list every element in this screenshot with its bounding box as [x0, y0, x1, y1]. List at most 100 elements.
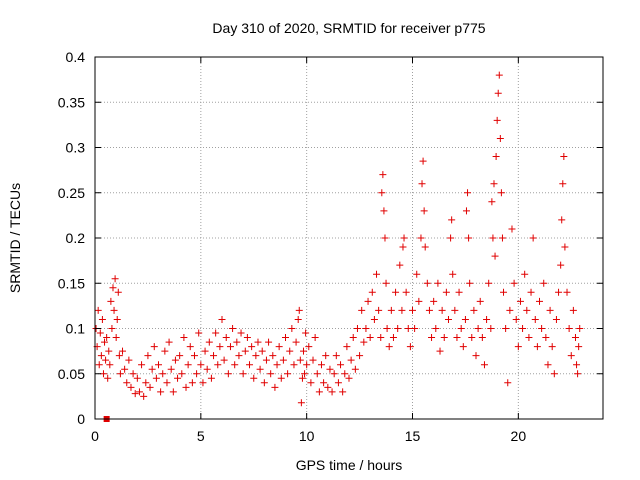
data-point	[474, 325, 482, 332]
data-point	[229, 325, 237, 332]
data-point	[129, 370, 137, 378]
y-tick-label: 0.4	[66, 49, 86, 65]
data-point	[555, 288, 563, 296]
data-point	[502, 325, 510, 332]
data-point	[277, 374, 285, 382]
x-tick-label: 15	[405, 428, 421, 444]
data-point	[144, 352, 152, 360]
data-point	[298, 374, 306, 382]
data-point	[110, 306, 118, 314]
data-point	[378, 189, 386, 197]
data-point	[317, 361, 325, 369]
data-point	[370, 315, 378, 323]
tick-labels: 0 0.05 0.1 0.15 0.2 0.25 0.3 0.35 0.4 0 5 10 15 20	[58, 49, 527, 444]
data-point	[279, 356, 287, 364]
data-point	[387, 306, 395, 314]
data-point	[305, 343, 313, 351]
data-point	[533, 343, 541, 351]
data-point	[226, 343, 234, 351]
data-point	[525, 334, 533, 342]
data-point	[500, 288, 508, 296]
data-point	[451, 306, 459, 314]
data-point	[157, 388, 165, 396]
data-point	[243, 334, 251, 342]
data-point	[453, 334, 461, 342]
y-tick-label: 0	[77, 411, 85, 427]
data-point	[455, 288, 463, 296]
data-point	[339, 388, 347, 396]
data-point	[476, 297, 484, 305]
data-point	[186, 343, 194, 351]
data-point	[101, 338, 109, 346]
data-point	[341, 370, 349, 378]
data-point	[536, 297, 543, 305]
data-point	[430, 297, 438, 305]
data-point	[299, 347, 307, 355]
data-point	[351, 365, 359, 373]
data-point	[205, 338, 213, 346]
data-point	[364, 297, 372, 305]
data-point	[292, 338, 300, 346]
data-point	[404, 325, 412, 332]
data-point	[571, 334, 579, 342]
data-point	[193, 370, 201, 378]
data-point	[447, 234, 455, 242]
data-point	[127, 383, 135, 391]
data-point	[254, 338, 262, 346]
data-point	[301, 370, 309, 378]
data-point	[216, 343, 224, 351]
data-point	[396, 261, 404, 269]
data-point	[559, 180, 567, 188]
data-point	[320, 379, 328, 387]
data-point	[491, 252, 499, 260]
y-tick-label: 0.35	[58, 94, 85, 110]
data-point	[494, 89, 502, 97]
data-point	[442, 288, 450, 296]
data-point	[465, 234, 473, 242]
data-point	[529, 234, 537, 242]
data-point	[188, 379, 196, 387]
y-tick-label: 0.25	[58, 185, 85, 201]
data-point	[411, 325, 419, 332]
data-point	[174, 374, 182, 382]
data-point	[560, 153, 568, 161]
data-point	[116, 370, 124, 378]
data-point	[275, 343, 283, 351]
data-point	[480, 361, 488, 369]
data-point	[419, 157, 427, 165]
data-point	[210, 352, 218, 360]
data-point	[163, 379, 171, 387]
data-point	[379, 171, 387, 179]
data-point	[258, 347, 266, 355]
data-point	[222, 334, 230, 342]
data-point	[235, 352, 243, 360]
data-point	[282, 334, 289, 342]
data-point	[133, 374, 141, 382]
data-point	[516, 297, 524, 305]
data-point	[231, 361, 239, 369]
data-point	[94, 306, 102, 314]
data-point	[421, 243, 429, 251]
data-point	[519, 325, 527, 332]
data-point	[250, 374, 258, 382]
data-point	[290, 361, 298, 369]
x-tick-label: 10	[299, 428, 315, 444]
data-point	[366, 334, 374, 342]
data-point	[246, 361, 254, 369]
data-point	[485, 279, 493, 287]
data-point	[98, 315, 106, 323]
data-point	[557, 261, 565, 269]
data-point	[538, 325, 546, 332]
data-point	[498, 234, 506, 242]
data-point	[119, 347, 127, 355]
y-tick-label: 0.15	[58, 275, 85, 291]
data-point	[373, 270, 381, 278]
data-point	[565, 325, 573, 332]
grid-lines	[95, 57, 603, 419]
data-point	[432, 325, 440, 332]
data-point	[362, 325, 370, 332]
data-point	[558, 216, 566, 224]
data-point	[398, 306, 406, 314]
y-tick-label: 0.1	[66, 321, 86, 337]
data-point	[297, 399, 305, 407]
